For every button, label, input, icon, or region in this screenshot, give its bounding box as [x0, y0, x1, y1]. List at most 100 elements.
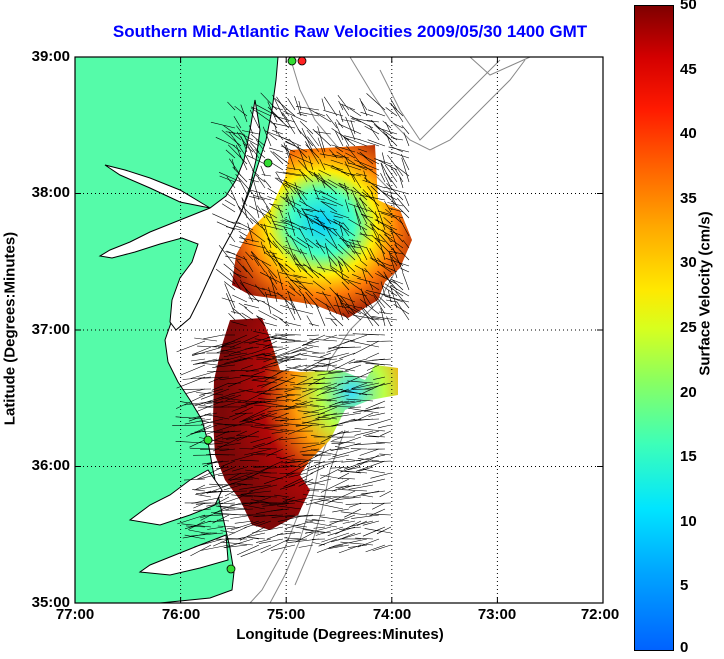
velocity-arrow — [270, 162, 284, 171]
velocity-arrow — [257, 412, 278, 421]
velocity-arrow — [317, 362, 332, 366]
velocity-arrow — [342, 312, 350, 321]
velocity-arrow — [359, 97, 368, 117]
velocity-arrow — [392, 138, 404, 141]
velocity-arrow — [301, 400, 314, 405]
velocity-arrow — [224, 281, 236, 291]
velocity-arrow — [199, 388, 224, 396]
velocity-arrow — [194, 430, 224, 433]
velocity-arrow — [359, 382, 386, 396]
velocity-arrow — [275, 171, 290, 195]
velocity-arrow — [302, 209, 314, 225]
velocity-arrow — [337, 472, 350, 480]
radar-stations — [203, 57, 307, 574]
velocity-arrow — [277, 205, 284, 219]
velocity-arrow — [220, 530, 236, 534]
velocity-arrow — [272, 314, 284, 321]
velocity-arrow — [289, 297, 302, 321]
velocity-arrow — [327, 358, 356, 373]
velocity-arrow — [370, 185, 380, 195]
velocity-arrow — [366, 352, 380, 359]
velocity-arrow — [372, 258, 392, 267]
velocity-arrow — [280, 145, 296, 153]
velocity-arrow — [362, 478, 386, 485]
velocity-arrow — [341, 391, 374, 396]
velocity-arrow — [216, 519, 230, 522]
velocity-arrow — [184, 400, 218, 406]
velocity-arrow — [309, 496, 332, 501]
velocity-arrow — [293, 274, 308, 279]
velocity-arrow — [265, 216, 272, 225]
velocity-arrow — [236, 435, 260, 438]
colorbar-tick: 45 — [680, 61, 697, 78]
velocity-arrow — [283, 226, 290, 237]
velocity-arrow — [286, 460, 314, 476]
velocity-arrow — [256, 388, 284, 393]
velocity-arrow — [381, 163, 392, 183]
velocity-arrow — [366, 120, 380, 123]
velocity-arrow — [271, 544, 296, 551]
velocity-arrow — [361, 490, 386, 495]
velocity-arrow — [276, 456, 296, 462]
velocity-arrow — [255, 520, 272, 527]
velocity-arrow — [343, 334, 368, 344]
velocity-arrow — [364, 528, 392, 534]
velocity-arrow — [388, 146, 410, 153]
velocity-arrow — [249, 484, 278, 492]
velocity-arrow — [269, 276, 278, 303]
velocity-arrow — [208, 376, 224, 383]
velocity-arrow — [349, 406, 362, 408]
velocity-arrow — [251, 107, 272, 123]
velocity-arrow — [320, 516, 350, 522]
colorbar-tick: 15 — [680, 448, 697, 465]
velocity-arrow — [303, 494, 326, 498]
velocity-arrow — [377, 210, 404, 219]
velocity-arrow — [231, 494, 254, 498]
velocity-arrow — [228, 312, 236, 321]
velocity-arrow — [337, 123, 362, 135]
velocity-arrow — [331, 532, 362, 543]
velocity-arrow — [297, 128, 314, 147]
velocity-arrow — [277, 132, 284, 141]
velocity-arrow — [252, 442, 266, 448]
velocity-arrow — [374, 237, 386, 243]
velocity-arrow — [291, 388, 320, 402]
velocity-arrow — [293, 386, 308, 390]
velocity-arrow — [343, 460, 368, 470]
velocity-arrow — [305, 144, 320, 159]
velocity-arrow — [372, 544, 392, 552]
velocity-arrow — [390, 97, 398, 111]
velocity-arrow — [322, 388, 344, 394]
velocity-arrow — [284, 299, 296, 321]
velocity-arrow — [257, 177, 266, 189]
velocity-arrow — [215, 505, 236, 510]
velocity-arrow — [391, 257, 398, 267]
velocity-arrow — [390, 103, 404, 123]
velocity-arrow — [353, 205, 362, 225]
velocity-arrow — [253, 194, 260, 219]
velocity-arrow — [216, 346, 242, 353]
velocity-arrow — [307, 490, 320, 492]
velocity-arrow — [320, 478, 350, 493]
velocity-arrow — [237, 483, 254, 486]
velocity-arrow — [303, 406, 332, 415]
velocity-arrow — [253, 258, 260, 267]
velocity-arrow — [200, 388, 230, 400]
velocity-arrow — [331, 144, 356, 153]
velocity-arrow — [225, 508, 254, 511]
velocity-arrow — [315, 399, 332, 402]
velocity-arrow — [258, 398, 290, 402]
velocity-arrow — [197, 472, 224, 480]
velocity-arrow — [333, 215, 344, 219]
velocity-arrow — [218, 172, 242, 183]
velocity-arrow — [284, 321, 302, 327]
velocity-arrow — [217, 505, 248, 510]
velocity-arrow — [229, 158, 242, 177]
velocity-arrow — [306, 496, 338, 506]
velocity-arrow — [226, 176, 236, 189]
velocity-arrow — [286, 234, 308, 249]
velocity-arrow — [376, 441, 392, 444]
velocity-arrow — [254, 284, 266, 297]
velocity-arrow — [348, 203, 374, 213]
velocity-arrow — [238, 177, 248, 195]
